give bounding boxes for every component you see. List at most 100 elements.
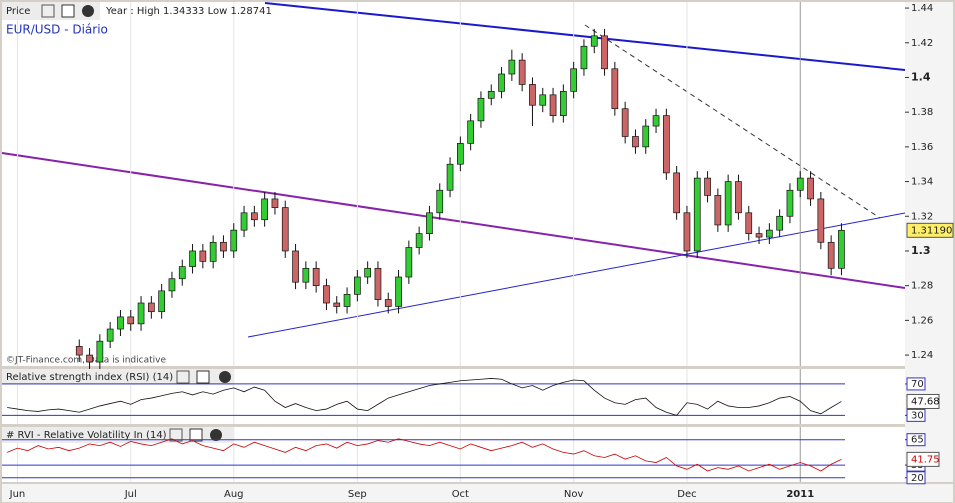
candle-body	[518, 59, 526, 85]
window-icon[interactable]	[196, 370, 210, 384]
candle-body	[436, 189, 444, 214]
candle-body	[354, 276, 361, 295]
candle-body	[559, 91, 567, 116]
candle-body	[817, 198, 825, 243]
y-tick-label: 1.26	[911, 315, 933, 326]
candle-body	[652, 115, 660, 127]
candle-body	[838, 229, 845, 269]
candle-body	[86, 354, 93, 363]
y-tick-label: 1.4	[911, 70, 931, 83]
last-price: 1.31190	[911, 225, 952, 236]
x-tick-label: 2011	[786, 489, 814, 500]
candle-body	[611, 68, 619, 110]
candle-body	[673, 172, 681, 214]
candle-body	[137, 302, 145, 325]
y-tick-label: 70	[911, 379, 924, 390]
last-value: 41.75	[911, 454, 940, 465]
candle-body	[302, 267, 310, 283]
window-icon[interactable]	[189, 428, 203, 442]
candle-body	[601, 35, 608, 70]
candle-body	[786, 189, 794, 217]
y-tick-label: 1.42	[911, 38, 933, 49]
level-box	[906, 433, 926, 447]
candle-body	[251, 212, 258, 221]
candle-body	[776, 215, 784, 231]
last-value-box	[906, 451, 940, 467]
x-tick-label: Dec	[677, 489, 696, 500]
rvi-header: # RVI - Relative Volatility In (14)	[2, 427, 234, 443]
candle-body	[714, 195, 722, 226]
candle-body	[281, 207, 289, 252]
candle-body	[529, 84, 536, 106]
y-tick-label: 1.28	[911, 281, 933, 292]
settings-icon[interactable]	[176, 370, 190, 384]
y-tick-label: 1.34	[911, 177, 933, 188]
candle-body	[549, 94, 557, 116]
candle-body	[446, 163, 454, 191]
candle-body	[426, 212, 433, 234]
candle-body	[261, 198, 268, 221]
candle-body	[333, 302, 341, 307]
trend-line	[1, 152, 906, 289]
level-box	[906, 471, 926, 485]
candle-body	[796, 177, 804, 191]
candle-body	[632, 136, 639, 148]
candle-body	[539, 94, 547, 106]
candle-body	[570, 68, 578, 92]
candle-body	[199, 250, 207, 262]
candle-body	[642, 125, 650, 148]
rsi-header: Relative strength index (RSI) (14)	[2, 369, 234, 385]
close-icon[interactable]	[219, 371, 231, 383]
candle-body	[765, 229, 773, 238]
candle-body	[693, 177, 701, 252]
candle-body	[374, 267, 382, 300]
candle-body	[75, 346, 83, 356]
candle-body	[467, 120, 474, 144]
candle-body	[220, 241, 227, 252]
close-icon[interactable]	[82, 5, 94, 17]
y-tick-label: 1.44	[911, 3, 933, 14]
last-value: 47.68	[911, 396, 940, 407]
window-icon[interactable]	[61, 4, 75, 18]
candle-body	[209, 241, 217, 262]
trend-line	[584, 24, 881, 219]
trend-line	[264, 2, 906, 71]
x-tick-label: Jul	[124, 489, 137, 500]
candle-body	[735, 181, 742, 214]
candle-body	[364, 267, 371, 278]
candle-body	[395, 276, 402, 307]
panel-title: # RVI - Relative Volatility In (14)	[6, 430, 167, 441]
candle-body	[580, 45, 588, 70]
close-icon[interactable]	[210, 429, 222, 441]
level-box	[906, 377, 926, 391]
y-tick-label: 1.38	[911, 107, 933, 118]
x-tick-label: Oct	[452, 489, 469, 500]
x-tick-label: Nov	[564, 489, 584, 500]
y-tick-label: 1.36	[911, 142, 933, 153]
candle-body	[292, 250, 299, 283]
candle-body	[807, 177, 814, 200]
candle-body	[487, 91, 495, 99]
last-price-box	[906, 222, 954, 238]
candle-body	[312, 267, 320, 287]
y-tick-label: 30	[911, 410, 924, 421]
instrument: EUR/USD - Diário	[6, 23, 108, 37]
last-value-box	[906, 393, 940, 409]
candle-body	[189, 250, 196, 267]
candle-body	[148, 302, 155, 313]
candle-body	[127, 316, 135, 325]
y-tick-label: 1.24	[911, 350, 933, 361]
settings-icon[interactable]	[41, 4, 55, 18]
candle-body	[323, 285, 330, 304]
candle-body	[827, 241, 835, 269]
candle-body	[405, 247, 413, 278]
candle-body	[117, 316, 124, 330]
candle-body	[96, 340, 104, 363]
candle-body	[477, 97, 485, 122]
y-tick-label: 1.3	[911, 244, 931, 257]
candle-body	[168, 278, 176, 292]
candle-body	[745, 212, 753, 234]
x-tick-label: Jun	[9, 489, 26, 500]
x-tick-label: Sep	[348, 489, 367, 500]
